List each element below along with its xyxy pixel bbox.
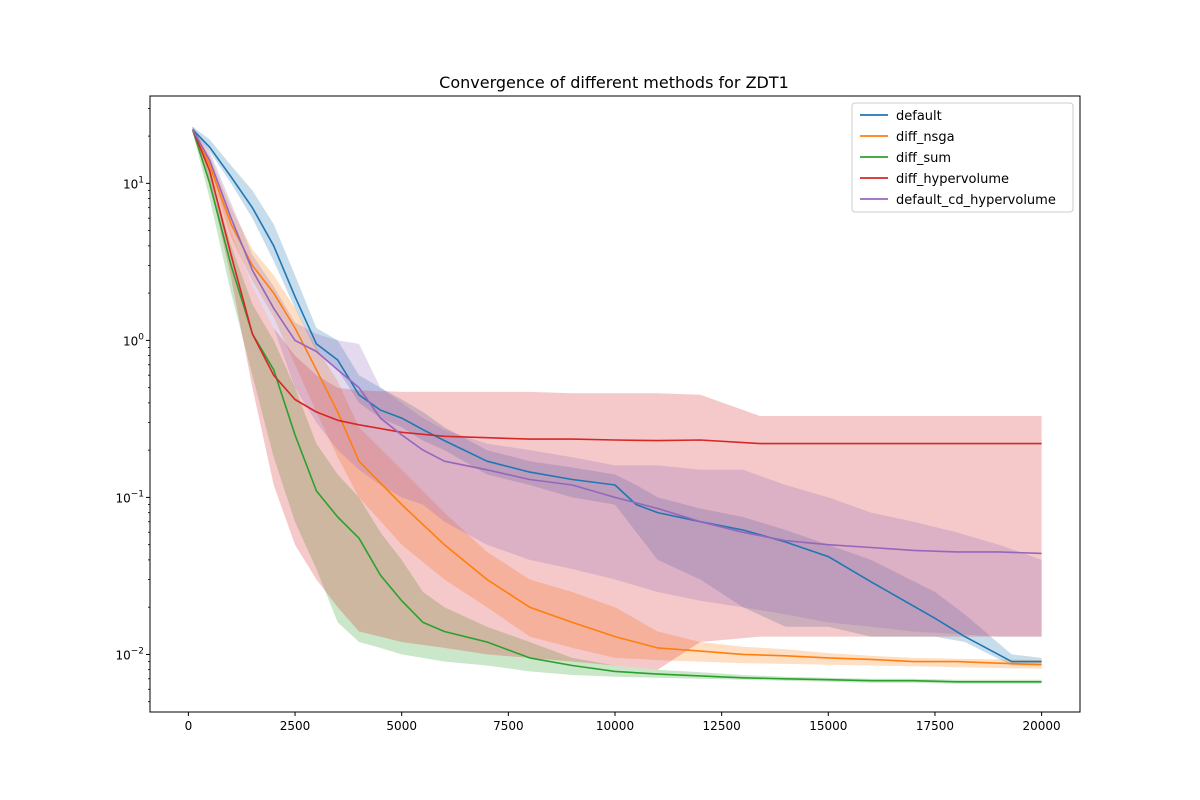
y-tick-label: 101 — [123, 175, 144, 191]
legend-box — [851, 102, 1074, 213]
series-line-default-cd-hypervolume — [191, 129, 1042, 555]
series-line-diff-nsga — [191, 129, 1042, 666]
legend-label-diff-nsga: diff_nsga — [896, 130, 955, 145]
legend-label-diff-sum: diff_sum — [896, 151, 951, 166]
band-default — [192, 126, 1042, 666]
y-tick-label: 10−1 — [115, 489, 144, 505]
legend-label-default: default — [896, 109, 942, 124]
x-axis: 0 2500 5000 7500 10000 12500 15000 17500 20000 — [185, 712, 1061, 733]
x-tick-label: 5000 — [386, 719, 417, 733]
series-line-default — [192, 129, 1042, 663]
chart-title: Convergence of different methods for ZDT… — [439, 73, 789, 92]
x-tick-label: 10000 — [596, 719, 634, 733]
x-tick-label: 15000 — [809, 719, 847, 733]
legend: default diff_nsga diff_sum diff_hypervolume… — [851, 102, 1074, 213]
x-tick-label: 17500 — [916, 719, 954, 733]
legend-label-default-cd-hypervolume: default_cd_hypervolume — [896, 193, 1056, 208]
y-tick-label: 10−2 — [115, 646, 144, 662]
band-diff-nsga — [192, 126, 1042, 669]
y-tick-label: 100 — [123, 332, 144, 348]
series-lines — [191, 129, 1042, 683]
series-line-diff-sum — [191, 129, 1042, 683]
series-line-diff-hypervolume — [191, 129, 1042, 445]
confidence-bands — [192, 126, 1042, 684]
x-tick-label: 0 — [185, 719, 193, 733]
x-tick-label: 2500 — [280, 719, 311, 733]
band-diff-hypervolume — [192, 126, 1042, 670]
x-tick-label: 20000 — [1023, 719, 1061, 733]
band-default-cd-hypervolume — [192, 126, 1042, 637]
x-tick-label: 7500 — [493, 719, 524, 733]
legend-label-diff-hypervolume: diff_hypervolume — [896, 172, 1009, 187]
y-axis: 10−2 10−1 100 101 — [115, 108, 150, 703]
x-tick-label: 12500 — [703, 719, 741, 733]
